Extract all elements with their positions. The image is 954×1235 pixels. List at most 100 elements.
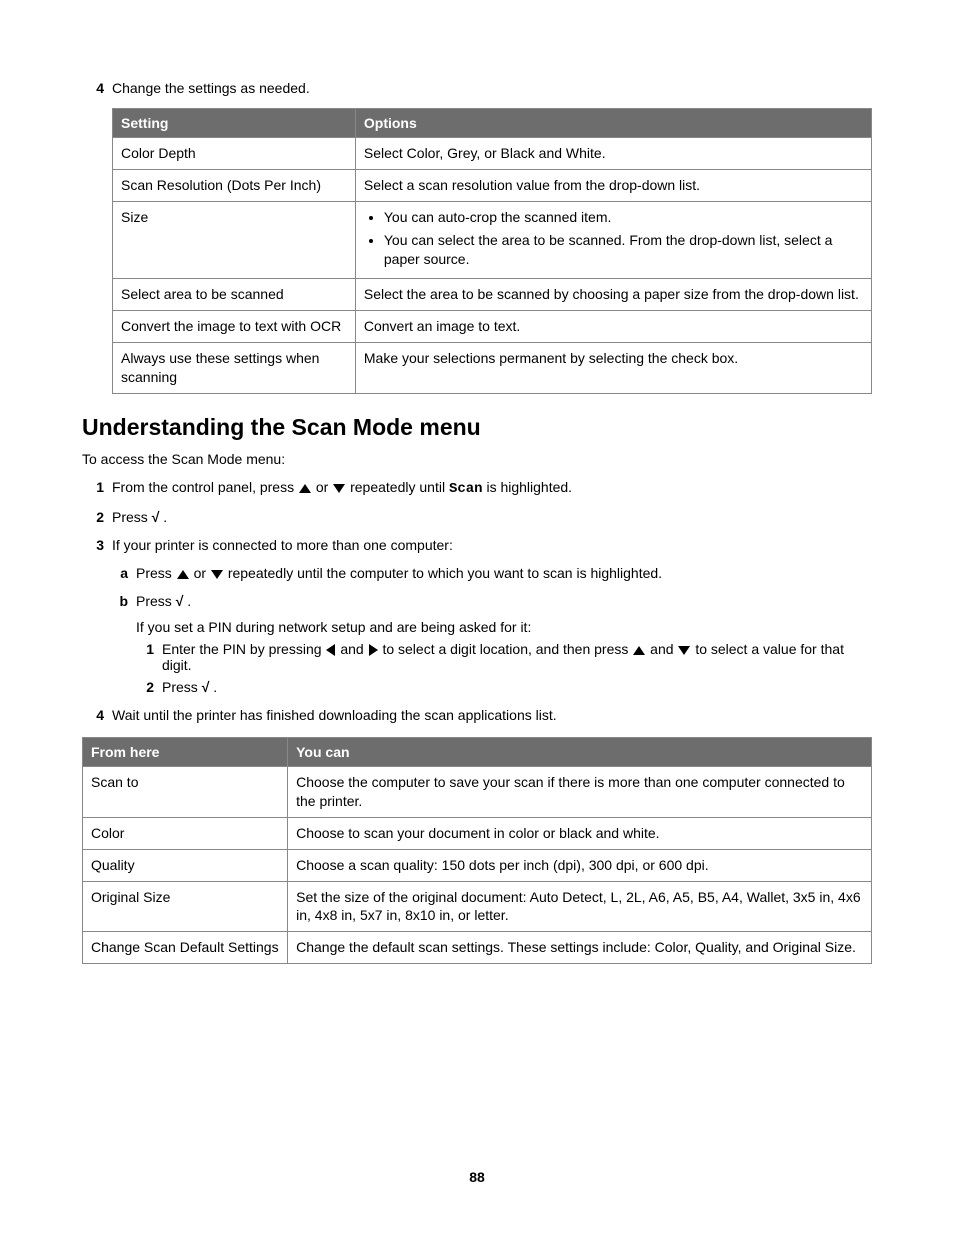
right-arrow-icon <box>369 644 378 656</box>
text-fragment: and <box>340 641 367 657</box>
options-cell: Select a scan resolution value from the … <box>355 169 871 201</box>
you-can-cell: Choose a scan quality: 150 dots per inch… <box>288 849 872 881</box>
table-header: Setting <box>113 109 356 138</box>
setting-cell: Select area to be scanned <box>113 279 356 311</box>
table-row: Always use these settings when scanningM… <box>113 343 872 394</box>
list-item: You can auto-crop the scanned item. <box>384 208 863 227</box>
options-cell: Convert an image to text. <box>355 311 871 343</box>
table-row: Original SizeSet the size of the origina… <box>83 881 872 932</box>
check-icon: √ <box>152 509 160 525</box>
text-fragment: Press <box>162 679 202 695</box>
step-number: 4 <box>82 80 104 96</box>
scan-mode-table: From here You can Scan toChoose the comp… <box>82 737 872 964</box>
step-3b: b Press √ . If you set a PIN during netw… <box>82 593 872 695</box>
you-can-cell: Set the size of the original document: A… <box>288 881 872 932</box>
step-4: 4 Wait until the printer has finished do… <box>82 707 872 723</box>
step-number: 2 <box>82 509 104 525</box>
text-fragment: . <box>163 509 167 525</box>
step-text: Change the settings as needed. <box>112 80 872 96</box>
step-number: 1 <box>82 479 104 495</box>
pin-note: If you set a PIN during network setup an… <box>136 619 872 635</box>
table-row: Change Scan Default SettingsChange the d… <box>83 932 872 964</box>
step-text: Wait until the printer has finished down… <box>112 707 872 723</box>
table-row: Scan Resolution (Dots Per Inch)Select a … <box>113 169 872 201</box>
up-arrow-icon <box>177 570 189 579</box>
text-fragment: Enter the PIN by pressing <box>162 641 325 657</box>
step-text: Press or repeatedly until the computer t… <box>136 565 872 581</box>
step-text: Press √ . <box>112 509 872 525</box>
table-header: From here <box>83 738 288 767</box>
step-4-top: 4 Change the settings as needed. <box>82 80 872 96</box>
up-arrow-icon <box>299 484 311 493</box>
setting-cell: Convert the image to text with OCR <box>113 311 356 343</box>
setting-cell: Always use these settings when scanning <box>113 343 356 394</box>
left-arrow-icon <box>326 644 335 656</box>
from-here-cell: Color <box>83 817 288 849</box>
table-row: SizeYou can auto-crop the scanned item.Y… <box>113 201 872 279</box>
table-row: Convert the image to text with OCRConver… <box>113 311 872 343</box>
section-heading: Understanding the Scan Mode menu <box>82 414 872 441</box>
page-number: 88 <box>0 1169 954 1185</box>
scan-keyword: Scan <box>449 481 483 497</box>
down-arrow-icon <box>678 646 690 655</box>
check-icon: √ <box>176 593 184 609</box>
table-header: Options <box>355 109 871 138</box>
table-header-row: From here You can <box>83 738 872 767</box>
up-arrow-icon <box>633 646 645 655</box>
table-row: Color DepthSelect Color, Grey, or Black … <box>113 138 872 170</box>
table-row: ColorChoose to scan your document in col… <box>83 817 872 849</box>
text-fragment: or <box>316 479 332 495</box>
options-cell: Make your selections permanent by select… <box>355 343 871 394</box>
options-list: You can auto-crop the scanned item. You c… <box>364 208 863 269</box>
step-3: 3 If your printer is connected to more t… <box>82 537 872 553</box>
text-fragment: is highlighted. <box>486 479 572 495</box>
text-fragment: and <box>650 641 677 657</box>
text-fragment: From the control panel, press <box>112 479 298 495</box>
down-arrow-icon <box>211 570 223 579</box>
text-fragment: . <box>213 679 217 695</box>
step-text: Enter the PIN by pressing and to select … <box>162 641 872 673</box>
table-header: You can <box>288 738 872 767</box>
step-2: 2 Press √ . <box>82 509 872 525</box>
step-text: If your printer is connected to more tha… <box>112 537 872 553</box>
intro-text: To access the Scan Mode menu: <box>82 451 872 467</box>
setting-cell: Scan Resolution (Dots Per Inch) <box>113 169 356 201</box>
you-can-cell: Choose the computer to save your scan if… <box>288 767 872 818</box>
step-1: 1 From the control panel, press or repea… <box>82 479 872 497</box>
text-fragment: repeatedly until <box>350 479 449 495</box>
check-icon: √ <box>202 679 210 695</box>
from-here-cell: Change Scan Default Settings <box>83 932 288 964</box>
table-row: Select area to be scannedSelect the area… <box>113 279 872 311</box>
settings-table: Setting Options Color DepthSelect Color,… <box>112 108 872 394</box>
down-arrow-icon <box>333 484 345 493</box>
step-3b-1: 1 Enter the PIN by pressing and to selec… <box>136 641 872 673</box>
step-letter: a <box>112 565 128 581</box>
table-header-row: Setting Options <box>113 109 872 138</box>
text-fragment: . <box>187 593 191 609</box>
step-number: 1 <box>136 641 154 657</box>
from-here-cell: Quality <box>83 849 288 881</box>
step-letter: b <box>112 593 128 609</box>
you-can-cell: Choose to scan your document in color or… <box>288 817 872 849</box>
document-page: 4 Change the settings as needed. Setting… <box>0 0 954 1235</box>
text-fragment: Press <box>136 565 176 581</box>
step-3b-2: 2 Press √ . <box>136 679 872 695</box>
options-cell: Select the area to be scanned by choosin… <box>355 279 871 311</box>
setting-cell: Color Depth <box>113 138 356 170</box>
step-3a: a Press or repeatedly until the computer… <box>82 565 872 581</box>
step-number: 3 <box>82 537 104 553</box>
list-item: You can select the area to be scanned. F… <box>384 231 863 269</box>
text-fragment: Press <box>112 509 152 525</box>
step-text: Press √ . <box>162 679 872 695</box>
step-number: 2 <box>136 679 154 695</box>
you-can-cell: Change the default scan settings. These … <box>288 932 872 964</box>
settings-table-wrapper: Setting Options Color DepthSelect Color,… <box>82 108 872 394</box>
setting-cell: Size <box>113 201 356 279</box>
from-here-cell: Scan to <box>83 767 288 818</box>
table-row: Scan toChoose the computer to save your … <box>83 767 872 818</box>
step-text: Press √ . If you set a PIN during networ… <box>136 593 872 695</box>
text-fragment: to select a digit location, and then pre… <box>382 641 632 657</box>
step-number: 4 <box>82 707 104 723</box>
options-cell: You can auto-crop the scanned item. You c… <box>355 201 871 279</box>
text-fragment: repeatedly until the computer to which y… <box>228 565 662 581</box>
